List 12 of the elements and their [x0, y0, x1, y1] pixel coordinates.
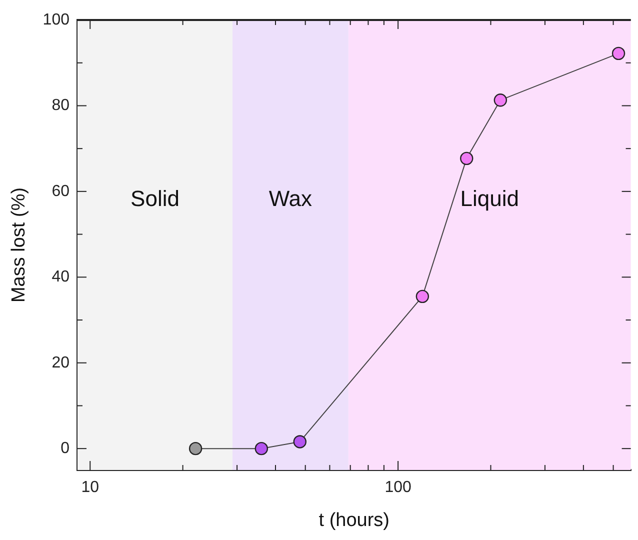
band-label: Solid	[130, 186, 180, 212]
x-tick-label: 10	[81, 479, 100, 496]
y-tick-label: 100	[42, 11, 70, 28]
y-tick-label: 0	[60, 440, 70, 457]
y-tick-label: 80	[52, 97, 70, 114]
band-label: Wax	[268, 186, 312, 212]
y-tick-label: 20	[52, 354, 70, 372]
band-label: Liquid	[460, 186, 519, 212]
y-tick-label: 60	[52, 182, 70, 200]
y-tick-label: 40	[52, 268, 70, 286]
x-axis-title: t (hours)	[318, 510, 390, 531]
y-axis-title: Mass lost (%)	[8, 187, 30, 303]
